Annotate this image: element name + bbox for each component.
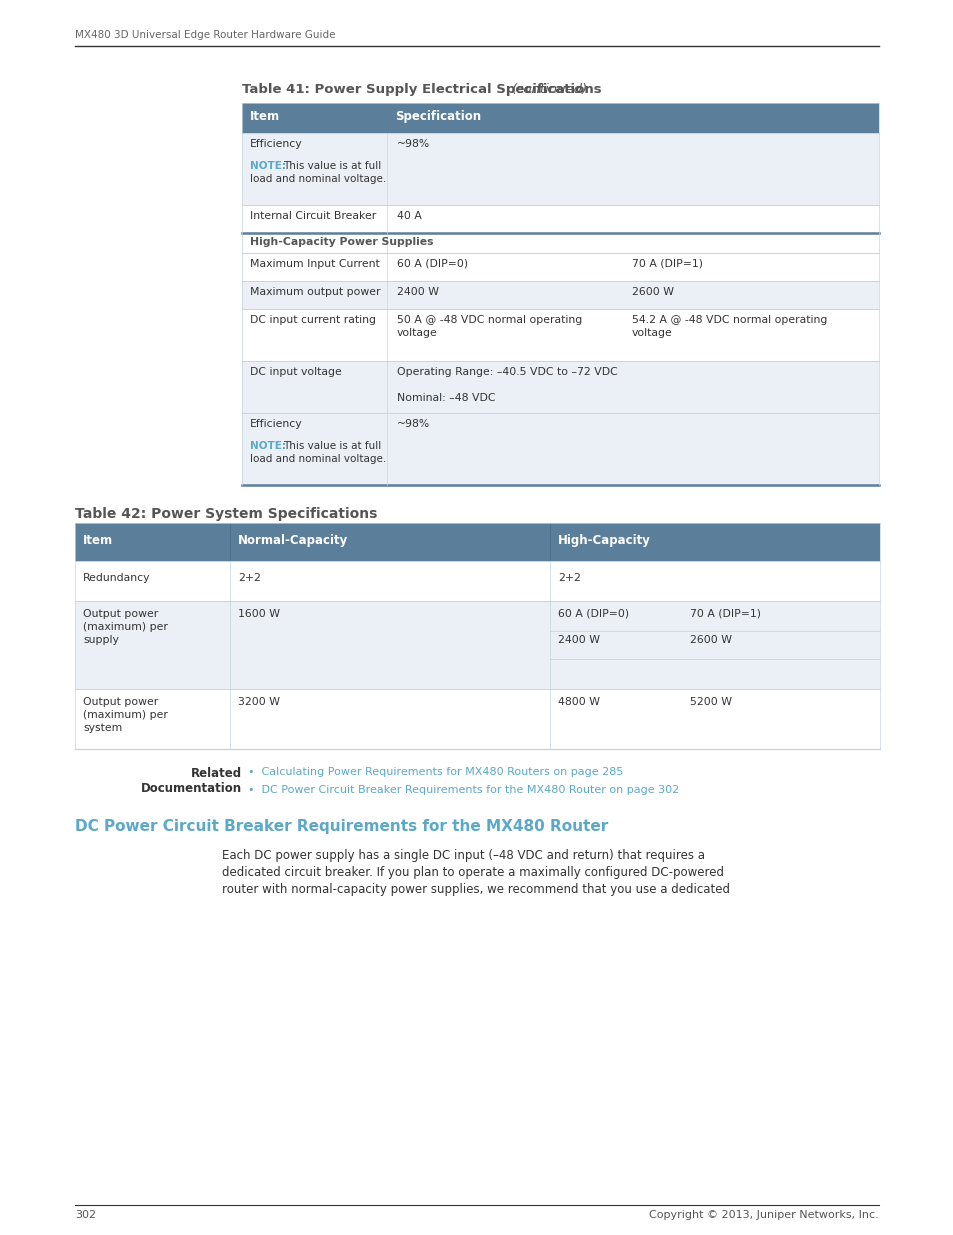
Text: Copyright © 2013, Juniper Networks, Inc.: Copyright © 2013, Juniper Networks, Inc. [649,1210,878,1220]
Text: This value is at full: This value is at full [283,441,381,451]
Text: This value is at full: This value is at full [283,161,381,170]
Text: ~98%: ~98% [396,419,430,429]
Text: Maximum output power: Maximum output power [250,287,380,296]
Text: Efficiency: Efficiency [250,419,302,429]
Text: Item: Item [83,534,113,547]
Text: Operating Range: –40.5 VDC to –72 VDC

Nominal: –48 VDC: Operating Range: –40.5 VDC to –72 VDC No… [396,367,618,404]
Text: Table 42: Power System Specifications: Table 42: Power System Specifications [75,508,377,521]
Text: Output power: Output power [83,697,158,706]
Text: Each DC power supply has a single DC input (–48 VDC and return) that requires a
: Each DC power supply has a single DC inp… [222,848,729,897]
Text: 2600 W: 2600 W [689,635,731,645]
Text: 1600 W: 1600 W [237,609,280,619]
Text: supply: supply [83,635,119,645]
Text: Internal Circuit Breaker: Internal Circuit Breaker [250,211,375,221]
Text: Item: Item [250,110,280,124]
Text: ~98%: ~98% [396,140,430,149]
Text: 2400 W: 2400 W [558,635,599,645]
Bar [75,689,879,748]
Text: Redundancy: Redundancy [83,573,151,583]
Text: 2600 W: 2600 W [631,287,673,296]
Text: Table 41: Power Supply Electrical Specifications: Table 41: Power Supply Electrical Specif… [242,84,605,96]
Text: Documentation: Documentation [141,782,242,795]
Text: DC input voltage: DC input voltage [250,367,341,377]
Text: 60 A (DIP=0): 60 A (DIP=0) [558,609,628,619]
Text: 40 A: 40 A [396,211,421,221]
Bar [75,601,879,689]
Text: 2+2: 2+2 [237,573,260,583]
Text: (maximum) per: (maximum) per [83,710,168,720]
Text: Related: Related [191,767,242,781]
Text: 50 A @ -48 VDC normal operating
voltage: 50 A @ -48 VDC normal operating voltage [396,315,581,338]
Text: 302: 302 [75,1210,96,1220]
Bar [242,233,878,253]
Bar [242,205,878,233]
Text: •  Calculating Power Requirements for MX480 Routers on page 285: • Calculating Power Requirements for MX4… [248,767,622,777]
Bar [242,133,878,205]
Text: Normal-Capacity: Normal-Capacity [237,534,348,547]
Text: 5200 W: 5200 W [689,697,731,706]
Text: 4800 W: 4800 W [558,697,599,706]
Text: MX480 3D Universal Edge Router Hardware Guide: MX480 3D Universal Edge Router Hardware … [75,30,335,40]
Text: High-Capacity: High-Capacity [558,534,650,547]
Text: 60 A (DIP=0): 60 A (DIP=0) [396,259,468,269]
Bar [242,282,878,309]
Text: Output power: Output power [83,609,158,619]
Bar [242,309,878,361]
Text: NOTE:: NOTE: [250,441,286,451]
Text: High-Capacity Power Supplies: High-Capacity Power Supplies [250,237,433,247]
Text: DC Power Circuit Breaker Requirements for the MX480 Router: DC Power Circuit Breaker Requirements fo… [75,819,608,834]
Text: NOTE:: NOTE: [250,161,286,170]
Bar [242,361,878,412]
Text: Efficiency: Efficiency [250,140,302,149]
Text: system: system [83,722,122,734]
Text: 2+2: 2+2 [558,573,580,583]
Bar [75,522,879,561]
Text: load and nominal voltage.: load and nominal voltage. [250,174,386,184]
Bar [75,561,879,601]
Text: Maximum Input Current: Maximum Input Current [250,259,379,269]
Text: 70 A (DIP=1): 70 A (DIP=1) [631,259,702,269]
Text: 54.2 A @ -48 VDC normal operating
voltage: 54.2 A @ -48 VDC normal operating voltag… [631,315,826,338]
Text: (continued): (continued) [512,84,587,96]
Text: 2400 W: 2400 W [396,287,438,296]
Text: (maximum) per: (maximum) per [83,622,168,632]
Text: DC input current rating: DC input current rating [250,315,375,325]
Bar [242,103,878,133]
Bar [242,253,878,282]
Text: 70 A (DIP=1): 70 A (DIP=1) [689,609,760,619]
Text: Specification: Specification [395,110,480,124]
Text: 3200 W: 3200 W [237,697,280,706]
Bar [242,412,878,485]
Text: load and nominal voltage.: load and nominal voltage. [250,454,386,464]
Text: •  DC Power Circuit Breaker Requirements for the MX480 Router on page 302: • DC Power Circuit Breaker Requirements … [248,785,679,795]
